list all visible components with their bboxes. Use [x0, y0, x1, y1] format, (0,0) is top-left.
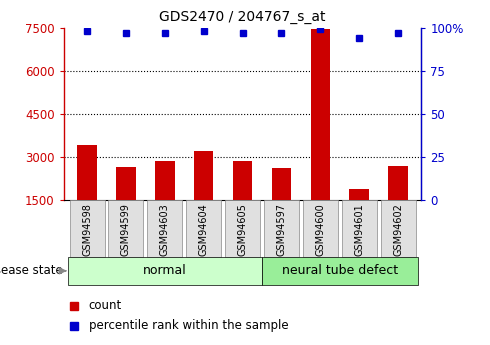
Bar — [194, 151, 213, 200]
Bar — [381, 200, 416, 257]
Text: GSM94601: GSM94601 — [354, 203, 364, 256]
Text: normal: normal — [143, 264, 187, 277]
Bar — [262, 257, 417, 285]
Bar — [225, 200, 260, 257]
Text: GSM94604: GSM94604 — [198, 203, 209, 256]
Bar — [342, 200, 377, 257]
Title: GDS2470 / 204767_s_at: GDS2470 / 204767_s_at — [159, 10, 326, 24]
Bar — [186, 200, 221, 257]
Text: count: count — [89, 299, 122, 312]
Text: GSM94603: GSM94603 — [160, 203, 170, 256]
Text: GSM94597: GSM94597 — [276, 203, 287, 256]
Bar — [155, 161, 174, 200]
Text: neural tube defect: neural tube defect — [282, 264, 398, 277]
Bar — [303, 200, 338, 257]
Bar — [264, 200, 299, 257]
Bar — [311, 29, 330, 200]
Bar — [349, 189, 369, 200]
Bar — [116, 167, 136, 200]
Text: GSM94599: GSM94599 — [121, 203, 131, 256]
Text: disease state: disease state — [0, 264, 63, 277]
Text: GSM94602: GSM94602 — [393, 203, 403, 256]
Bar — [389, 166, 408, 200]
Bar — [272, 168, 291, 200]
Bar — [108, 200, 144, 257]
Bar — [70, 200, 104, 257]
Text: GSM94600: GSM94600 — [315, 203, 325, 256]
Bar — [68, 257, 262, 285]
Bar — [147, 200, 182, 257]
Text: GSM94598: GSM94598 — [82, 203, 92, 256]
Bar — [233, 161, 252, 200]
Text: percentile rank within the sample: percentile rank within the sample — [89, 319, 288, 332]
Bar — [77, 146, 97, 200]
Text: GSM94605: GSM94605 — [238, 203, 247, 256]
